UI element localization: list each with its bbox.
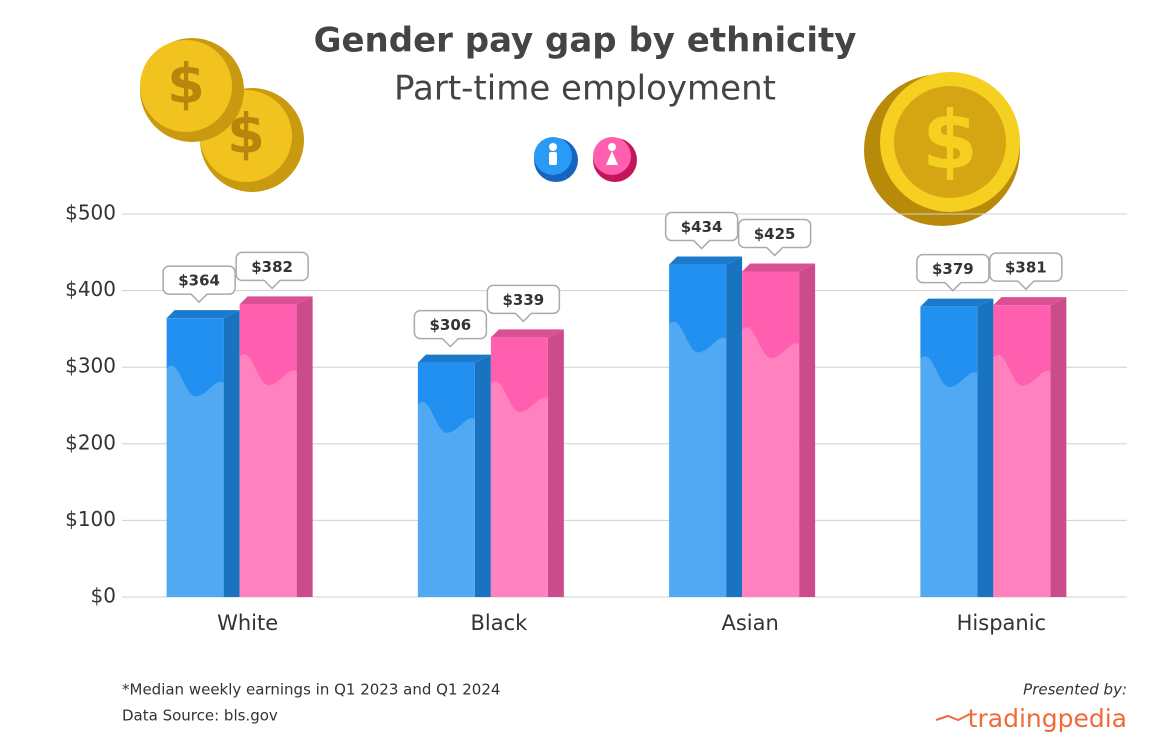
- bar-side: [296, 296, 313, 597]
- value-label: $381: [1005, 259, 1047, 277]
- y-tick-label: $100: [65, 507, 116, 531]
- y-tick-label: $200: [65, 430, 116, 454]
- y-tick-label: $300: [65, 354, 116, 378]
- bar-highlight: [920, 356, 978, 597]
- bar-top: [920, 298, 994, 307]
- bar-top: [239, 296, 313, 305]
- bar-highlight: [669, 321, 727, 597]
- value-label: $425: [754, 225, 796, 243]
- footnote: *Median weekly earnings in Q1 2023 and Q…: [122, 681, 500, 699]
- y-tick-label: $400: [65, 277, 116, 301]
- label-bubble: [737, 218, 812, 257]
- bar-top: [166, 310, 240, 319]
- label-bubble: [916, 253, 990, 292]
- label-bubble: [664, 211, 739, 250]
- svg-text:$: $: [922, 94, 978, 187]
- x-tick-label: White: [217, 611, 278, 635]
- svg-text:$: $: [167, 53, 205, 116]
- bar: [417, 362, 475, 597]
- bar-highlight: [993, 354, 1051, 597]
- x-tick-label: Asian: [721, 611, 778, 635]
- bar-highlight: [742, 327, 800, 597]
- chart-title: Gender pay gap by ethnicity: [314, 21, 857, 61]
- value-label: $339: [503, 291, 545, 309]
- x-tick-label: Black: [470, 611, 528, 635]
- bar-top: [669, 256, 743, 265]
- label-bubble: [413, 309, 488, 348]
- bar-highlight: [166, 365, 224, 597]
- bar: [669, 264, 727, 597]
- bar-side: [547, 329, 564, 597]
- bar-side: [1050, 297, 1067, 597]
- value-label: $434: [681, 218, 723, 236]
- source: Data Source: bls.gov: [122, 707, 278, 725]
- bar-top: [742, 263, 816, 272]
- bar-top: [417, 354, 491, 363]
- bar: [166, 318, 224, 597]
- chart-subtitle: Part-time employment: [394, 69, 776, 109]
- label-bubble: [235, 251, 309, 290]
- bar: [920, 306, 978, 597]
- value-label: $382: [251, 258, 293, 276]
- label-bubble: [162, 265, 236, 304]
- legend-icons: [534, 137, 637, 182]
- label-bubble: [989, 252, 1063, 291]
- x-tick-label: Hispanic: [957, 611, 1046, 635]
- bar-top: [490, 329, 564, 338]
- value-label: $306: [430, 316, 472, 334]
- bar-side: [799, 263, 816, 597]
- brand-icon: [935, 713, 971, 722]
- y-tick-label: $500: [65, 201, 116, 225]
- y-tick-label: $0: [91, 584, 116, 608]
- bar-side: [474, 354, 491, 597]
- coin-decoration: $ $ $: [140, 38, 1020, 226]
- bar-side: [726, 256, 743, 597]
- label-bubble: [486, 284, 561, 323]
- bar-highlight: [417, 402, 475, 597]
- bar-top: [993, 297, 1067, 306]
- bar: [993, 305, 1051, 597]
- value-label: $364: [178, 272, 220, 290]
- bar: [742, 271, 800, 597]
- credit: Presented by:: [1023, 681, 1127, 699]
- bar-highlight: [239, 354, 297, 597]
- brand: tradingpedia: [968, 704, 1127, 733]
- bar-side: [223, 310, 240, 597]
- value-label: $379: [932, 260, 974, 278]
- bar-highlight: [490, 381, 548, 597]
- bar: [239, 304, 297, 597]
- bar: [490, 337, 548, 597]
- bar-side: [977, 298, 994, 597]
